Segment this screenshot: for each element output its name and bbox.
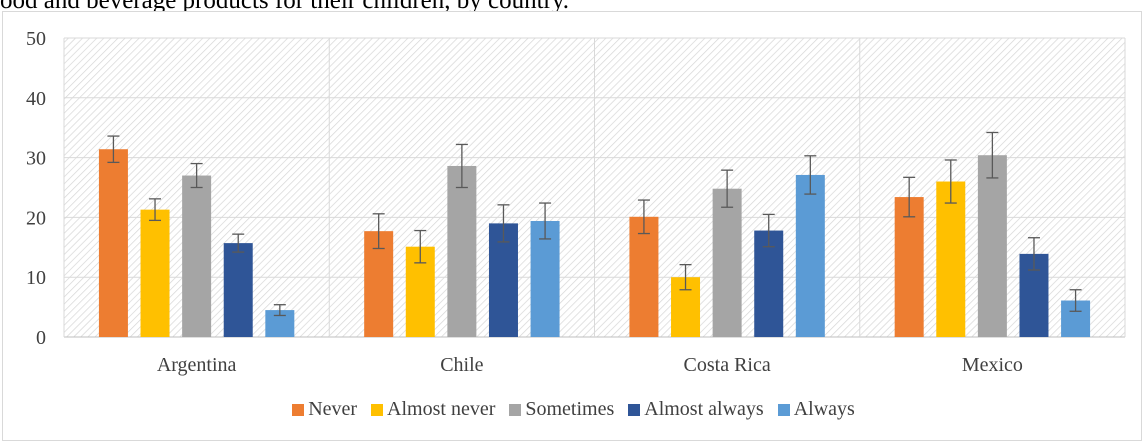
error-bar [414, 229, 427, 264]
legend-item: Almost never [371, 398, 495, 421]
y-tick-label: 50 [26, 28, 46, 50]
error-bar [1069, 289, 1082, 312]
legend-label: Almost never [387, 398, 496, 420]
legend-swatch [628, 403, 641, 416]
x-axis: Argentina Chile Costa Rica Mexico [157, 354, 1023, 376]
y-tick-label: 20 [26, 207, 46, 229]
bar [795, 174, 825, 337]
error-bar [944, 159, 957, 204]
error-bar [107, 135, 120, 164]
legend-swatch [371, 403, 384, 416]
error-bar [903, 176, 916, 218]
legend-swatch [509, 403, 522, 416]
error-bar [190, 162, 203, 189]
x-tick-label: Chile [440, 354, 483, 376]
bar [140, 209, 170, 337]
legend: Never Almost never Sometimes Almost always A… [0, 398, 1147, 421]
y-tick-label: 30 [26, 148, 46, 170]
bars [98, 149, 1091, 337]
x-tick-label: Argentina [157, 354, 237, 376]
bar [223, 243, 253, 337]
legend-swatch [777, 403, 790, 416]
error-bar [273, 304, 286, 317]
error-bar [149, 198, 162, 222]
legend-item: Never [292, 398, 357, 421]
error-bar [455, 143, 468, 189]
y-tick-label: 10 [26, 267, 46, 289]
error-bar [986, 131, 999, 179]
error-bars [107, 131, 1082, 317]
error-bar [372, 213, 385, 250]
error-bar [497, 204, 510, 243]
legend-label: Always [793, 398, 855, 420]
bar [894, 197, 924, 337]
legend-label: Almost always [644, 398, 764, 420]
bar [977, 155, 1007, 337]
bar [530, 220, 560, 337]
error-bar [539, 202, 552, 240]
y-tick-label: 0 [36, 327, 46, 349]
bar [182, 175, 212, 337]
bar [936, 181, 966, 337]
legend-item: Always [777, 398, 855, 421]
bar [629, 216, 659, 337]
error-bar [762, 213, 775, 248]
legend-label: Sometimes [525, 398, 615, 420]
error-bar [232, 233, 245, 253]
bar [754, 230, 784, 337]
error-bar [804, 155, 817, 195]
legend-swatch [292, 403, 305, 416]
x-tick-label: Mexico [962, 354, 1023, 376]
bar [98, 149, 128, 337]
legend-label: Never [308, 398, 358, 420]
chart-caption: ood and beverage products for their chil… [0, 0, 570, 14]
legend-item: Sometimes [509, 398, 614, 421]
bar [447, 165, 477, 337]
y-axis: 0 10 20 30 40 50 [26, 28, 46, 349]
y-tick-label: 40 [26, 88, 46, 110]
error-bar [679, 263, 692, 291]
bar [712, 188, 742, 337]
legend-item: Almost always [628, 398, 764, 421]
error-bar [721, 169, 734, 208]
x-tick-label: Costa Rica [684, 354, 771, 376]
error-bar [637, 199, 650, 235]
error-bar [1027, 237, 1040, 271]
